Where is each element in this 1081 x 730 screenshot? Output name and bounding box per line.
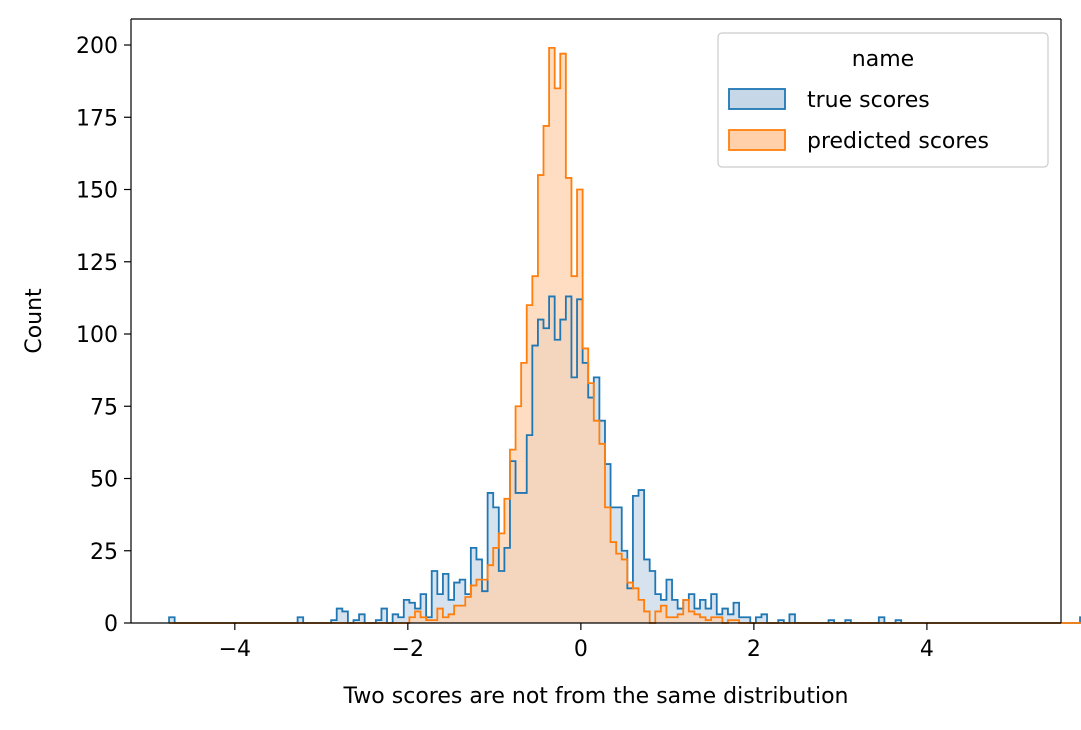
y-tick-label: 125: [76, 251, 118, 276]
x-tick-label: −4: [219, 637, 251, 662]
legend-swatch-predicted-scores: [728, 129, 786, 151]
y-axis-label: Count: [22, 288, 47, 354]
y-tick-label: 25: [90, 540, 118, 565]
y-tick-label: 100: [76, 323, 118, 348]
axes: −4 −2 0 2 4 0 25 50 75 100 125 150 175 200: [76, 18, 1062, 662]
legend-title: name: [852, 47, 914, 72]
y-tick-label: 200: [76, 34, 118, 59]
y-tick-label: 150: [76, 179, 118, 204]
series-fill-true-scores: [169, 296, 1081, 623]
x-axis-label: Two scores are not from the same distrib…: [343, 684, 849, 709]
x-ticks: −4 −2 0 2 4: [219, 623, 934, 662]
legend-swatch-true-scores: [728, 88, 786, 110]
x-tick-label: 4: [920, 637, 934, 662]
y-ticks: 0 25 50 75 100 125 150 175 200: [76, 34, 131, 637]
legend-label-predicted-scores: predicted scores: [807, 129, 989, 154]
legend-box: [717, 32, 1049, 168]
series-step-true-scores: [168, 295, 1081, 624]
x-tick-label: 0: [574, 637, 588, 662]
legend-label-true-scores: true scores: [807, 88, 930, 113]
y-tick-label: 0: [104, 612, 118, 637]
x-tick-label: −2: [392, 637, 424, 662]
y-tick-label: 175: [76, 106, 118, 131]
y-tick-label: 50: [90, 468, 118, 493]
legend: name true scores predicted scores: [717, 32, 1049, 168]
x-tick-label: 2: [747, 637, 761, 662]
y-tick-label: 75: [90, 395, 118, 420]
